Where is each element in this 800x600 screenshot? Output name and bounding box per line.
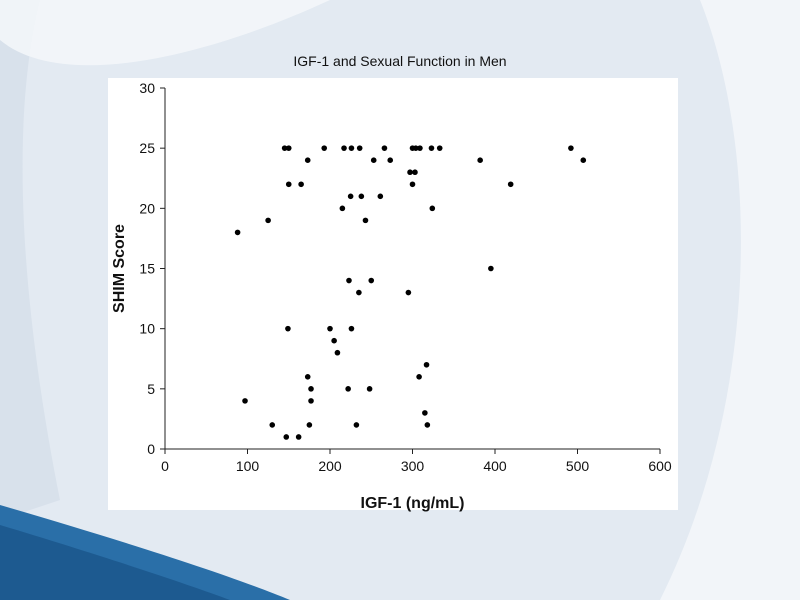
- data-point: [477, 157, 483, 163]
- data-point: [424, 422, 431, 428]
- data-point: [341, 145, 347, 151]
- data-point: [339, 205, 346, 212]
- data-point: [348, 145, 355, 151]
- data-point: [407, 169, 413, 176]
- data-point: [285, 325, 291, 332]
- data-point: [334, 349, 341, 356]
- chart-title: IGF-1 and Sexual Function in Men: [293, 53, 507, 69]
- data-point: [304, 374, 311, 380]
- data-point: [308, 386, 314, 392]
- data-point: [409, 181, 416, 188]
- data-point: [405, 289, 412, 296]
- x-tick-label: 400: [483, 458, 507, 474]
- data-point: [366, 386, 373, 392]
- data-point: [234, 229, 241, 236]
- data-point: [348, 325, 355, 332]
- data-point: [436, 145, 443, 151]
- data-point: [580, 157, 587, 163]
- x-tick-label: 200: [318, 458, 342, 474]
- x-tick-label: 600: [648, 458, 672, 474]
- data-point: [362, 217, 369, 224]
- y-tick-label: 0: [147, 441, 155, 457]
- data-point: [242, 398, 248, 404]
- y-tick-label: 10: [139, 321, 155, 337]
- data-point: [285, 181, 292, 188]
- data-point: [356, 289, 362, 296]
- x-tick-label: 0: [161, 458, 169, 474]
- x-axis-label: IGF-1 (ng/mL): [361, 495, 465, 512]
- data-point: [428, 145, 435, 151]
- data-point: [568, 145, 574, 151]
- x-tick-label: 300: [401, 458, 425, 474]
- data-point: [417, 145, 423, 151]
- y-axis-label: SHIM Score: [111, 224, 128, 313]
- x-tick-label: 500: [566, 458, 590, 474]
- y-tick-label: 25: [139, 140, 155, 156]
- data-point: [488, 265, 494, 272]
- data-point: [416, 374, 422, 380]
- data-point: [413, 145, 419, 151]
- data-point: [306, 422, 313, 428]
- data-point: [381, 145, 388, 151]
- data-point: [347, 193, 354, 200]
- data-point: [422, 410, 428, 416]
- data-point: [321, 145, 328, 151]
- y-tick-label: 15: [139, 261, 155, 277]
- data-points: [234, 145, 587, 440]
- data-point: [298, 181, 304, 188]
- data-point: [295, 434, 302, 440]
- data-point: [358, 193, 365, 200]
- axes: 0 100 200 300 400 500 600 0 5 10 15 20 25 30 IGF-1 (ng…: [111, 80, 672, 512]
- x-tick-label: 100: [236, 458, 260, 474]
- data-point: [387, 157, 394, 163]
- data-point: [356, 145, 363, 151]
- data-point: [353, 422, 360, 428]
- data-point: [368, 277, 375, 284]
- data-point: [377, 193, 384, 200]
- data-point: [308, 398, 314, 404]
- data-point: [429, 205, 436, 212]
- data-point: [265, 217, 271, 224]
- chart-card: [108, 78, 678, 510]
- data-point: [331, 337, 337, 344]
- y-tick-label: 30: [139, 80, 155, 96]
- data-point: [423, 361, 430, 368]
- data-point: [370, 157, 377, 163]
- y-tick-label: 5: [147, 381, 155, 397]
- data-point: [412, 169, 418, 176]
- data-point: [283, 434, 290, 440]
- data-point: [281, 145, 288, 151]
- data-point: [269, 422, 276, 428]
- data-point: [346, 277, 352, 284]
- data-point: [285, 145, 292, 151]
- data-point: [507, 181, 514, 188]
- data-point: [304, 157, 311, 163]
- y-tick-label: 20: [139, 200, 155, 216]
- data-point: [327, 325, 333, 332]
- data-point: [345, 386, 351, 392]
